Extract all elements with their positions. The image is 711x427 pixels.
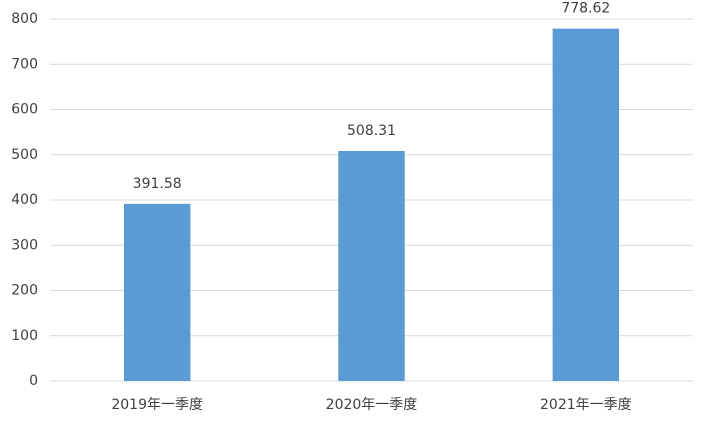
bar <box>338 150 405 381</box>
y-tick-label: 700 <box>11 56 38 72</box>
data-label: 508.31 <box>347 123 396 139</box>
y-tick-label: 200 <box>11 283 38 299</box>
x-tick-label: 2020年一季度 <box>326 397 418 413</box>
y-tick-label: 500 <box>11 147 38 163</box>
y-tick-label: 300 <box>11 237 38 253</box>
y-tick-label: 400 <box>11 192 38 208</box>
bar <box>552 28 620 382</box>
x-tick-label: 2021年一季度 <box>540 397 632 413</box>
y-tick-label: 600 <box>11 102 38 118</box>
data-label: 391.58 <box>133 176 182 192</box>
data-label: 778.62 <box>561 1 610 17</box>
y-tick-label: 800 <box>11 11 38 27</box>
y-tick-label: 0 <box>29 373 38 389</box>
x-tick-label: 2019年一季度 <box>111 397 203 413</box>
y-tick-label: 100 <box>11 328 38 344</box>
bar <box>123 203 191 381</box>
